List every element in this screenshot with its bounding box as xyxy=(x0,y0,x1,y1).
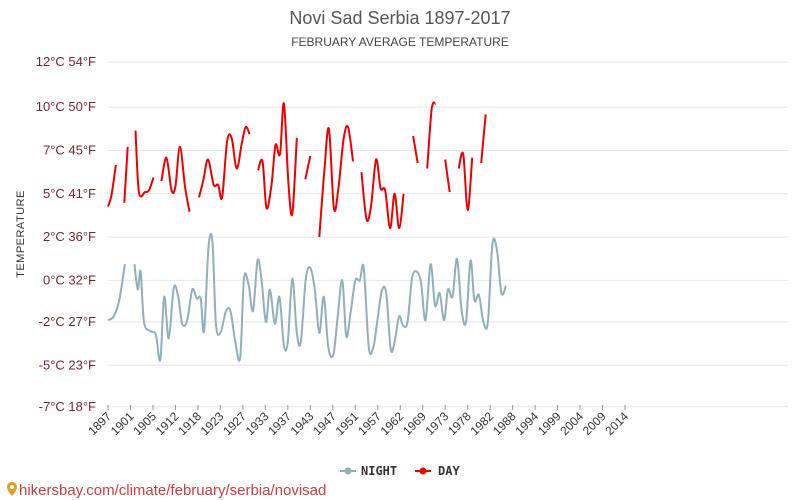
x-tick-label: 1982 xyxy=(467,409,496,438)
x-tick-label: 1901 xyxy=(108,409,137,438)
x-tick-label: 1969 xyxy=(400,409,429,438)
x-tick-label: 1943 xyxy=(288,409,317,438)
y-tick-label: 10°C 50°F xyxy=(36,99,96,114)
series-line-day xyxy=(257,102,298,217)
series-line-day xyxy=(123,146,129,203)
series-line-day xyxy=(304,155,312,180)
legend[interactable]: NIGHT DAY xyxy=(340,464,460,478)
series-line-day xyxy=(457,151,474,212)
y-axis-ticks: 12°C 54°F 10°C 50°F 7°C 45°F 5°C 41°F 2°C 36… xyxy=(36,54,96,414)
series-line-night xyxy=(133,232,507,362)
legend-night-marker xyxy=(344,467,352,475)
x-tick-label: 1999 xyxy=(535,409,564,438)
location-pin-icon xyxy=(7,482,17,496)
series-line-day xyxy=(107,164,117,207)
y-tick-label: -5°C 23°F xyxy=(39,357,96,372)
grid-lines xyxy=(108,61,788,408)
y-tick-label: 7°C 45°F xyxy=(43,142,96,157)
x-axis-ticks: 1897190119051912191819231927193319371943… xyxy=(85,405,631,438)
x-tick-label: 2004 xyxy=(557,409,586,438)
x-tick-label: 2009 xyxy=(580,409,609,438)
x-tick-label: 1973 xyxy=(423,409,452,438)
series-line-day xyxy=(198,125,251,201)
series-line-day xyxy=(480,114,487,164)
series-lines xyxy=(107,101,507,362)
series-line-day xyxy=(444,159,451,193)
legend-day-marker xyxy=(419,467,427,475)
x-tick-label: 1957 xyxy=(355,409,384,438)
series-line-day xyxy=(426,101,437,169)
series-line-day xyxy=(318,125,354,238)
x-tick-label: 1962 xyxy=(378,409,407,438)
chart-subtitle: FEBRUARY AVERAGE TEMPERATURE xyxy=(291,35,509,49)
y-axis-label: TEMPERATURE xyxy=(15,190,27,278)
source-link[interactable]: hikersbay.com/climate/february/serbia/no… xyxy=(7,482,326,499)
series-line-day xyxy=(160,145,191,212)
source-url: hikersbay.com/climate/february/serbia/no… xyxy=(19,482,326,499)
legend-day-label: DAY xyxy=(438,464,460,478)
x-tick-label: 1951 xyxy=(333,409,362,438)
x-tick-label: 1918 xyxy=(175,409,204,438)
x-tick-label: 1978 xyxy=(445,409,474,438)
y-tick-label: -7°C 18°F xyxy=(39,399,96,414)
x-tick-label: 1994 xyxy=(512,409,541,438)
series-line-night xyxy=(107,264,126,322)
x-tick-label: 1923 xyxy=(198,409,227,438)
x-tick-label: 2014 xyxy=(602,409,631,438)
y-tick-label: 0°C 32°F xyxy=(43,272,96,287)
x-tick-label: 1905 xyxy=(130,409,159,438)
chart-title: Novi Sad Serbia 1897-2017 xyxy=(289,8,510,28)
x-tick-label: 1912 xyxy=(153,409,182,438)
y-tick-label: 2°C 36°F xyxy=(43,229,96,244)
legend-item-day[interactable]: DAY xyxy=(415,464,460,478)
y-tick-label: 12°C 54°F xyxy=(36,54,96,69)
series-line-day xyxy=(360,158,405,230)
x-tick-label: 1988 xyxy=(490,409,519,438)
x-tick-label: 1927 xyxy=(220,409,249,438)
series-line-day xyxy=(412,135,419,164)
series-line-day xyxy=(134,130,155,198)
x-tick-label: 1947 xyxy=(310,409,339,438)
y-tick-label: 5°C 41°F xyxy=(43,186,96,201)
y-tick-label: -2°C 27°F xyxy=(39,314,96,329)
legend-item-night[interactable]: NIGHT xyxy=(340,464,397,478)
x-tick-label: 1933 xyxy=(243,409,272,438)
legend-night-label: NIGHT xyxy=(361,464,397,478)
x-tick-label: 1937 xyxy=(265,409,294,438)
